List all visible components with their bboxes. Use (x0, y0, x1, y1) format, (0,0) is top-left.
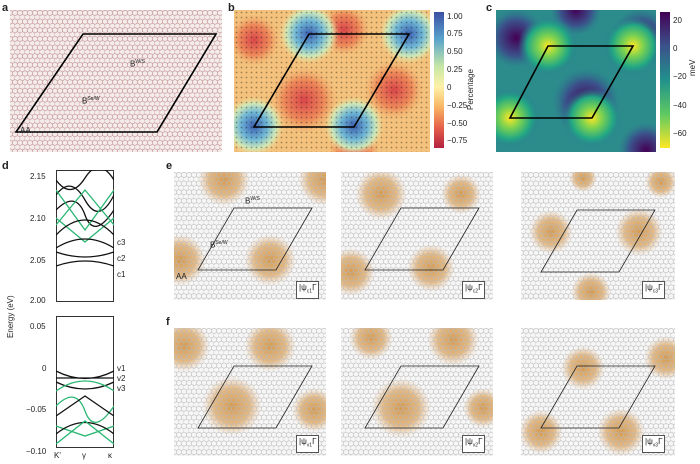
panel-f-label: f (166, 316, 170, 328)
band-label: c2 (117, 254, 126, 263)
colorbar-c-title: meV (688, 59, 697, 76)
band-x-tick: γ (82, 451, 86, 460)
band-y-tick: 2.05 (30, 256, 46, 265)
panel-b-strain-map (234, 10, 430, 152)
panel-b-colorbar (434, 12, 444, 148)
panel-c-colorbar (660, 12, 670, 148)
moire-unit-cell (364, 207, 480, 271)
moire-unit-cell (14, 33, 218, 133)
colorbar-b-tick: 0.75 (447, 29, 463, 38)
band-y-tick: −0.10 (26, 447, 47, 456)
band-label: v1 (117, 364, 126, 373)
moire-unit-cell (364, 365, 480, 429)
colorbar-b-tick: −0.75 (447, 136, 468, 145)
panel-f-v2-map (341, 328, 493, 456)
state-label-c1: |ψc1Γ (296, 281, 320, 299)
site-label-b-sew: BSe/W (82, 96, 100, 106)
panel-e-c2-map (341, 172, 493, 300)
colorbar-c-tick: 0 (673, 44, 678, 53)
colorbar-c-tick: −20 (673, 72, 687, 81)
band-x-tick: κ (108, 451, 112, 460)
band-structure-upper (56, 170, 114, 302)
panel-d-label: d (2, 160, 9, 172)
band-y-tick: 0 (42, 364, 47, 373)
site-label-b-ws: BW/S (130, 59, 145, 69)
site-label-b-ws: BW/S (245, 196, 260, 206)
state-label-v2: |ψv2Γ (462, 435, 486, 453)
panel-a-label: a (2, 2, 9, 14)
colorbar-c-tick: −40 (673, 101, 687, 110)
panel-e-c3-map (521, 172, 675, 300)
band-label: v2 (117, 374, 126, 383)
band-y-tick: 2.10 (30, 214, 46, 223)
band-label: c1 (117, 270, 126, 279)
band-y-tick: −0.05 (26, 405, 47, 414)
moire-unit-cell (197, 207, 313, 271)
band-y-tick: 0.05 (30, 322, 46, 331)
band-y-tick: 2.15 (30, 172, 46, 181)
colorbar-b-tick: 1.00 (447, 12, 463, 21)
colorbar-b-tick: 0.50 (447, 47, 463, 56)
panel-c-potential-map (496, 10, 656, 152)
panel-c-label: c (486, 2, 493, 14)
panel-f-v3-map (521, 328, 675, 456)
band-x-tick: K' (54, 451, 61, 460)
colorbar-b-tick: 0 (447, 83, 452, 92)
moire-unit-cell (540, 365, 656, 429)
colorbar-b-title: Percentage (466, 69, 475, 110)
state-label-c2: |ψc2Γ (462, 281, 486, 299)
state-label-v3: |ψv3Γ (642, 435, 666, 453)
colorbar-b-tick: −0.25 (447, 101, 468, 110)
band-y-axis-label: Energy (eV) (6, 295, 15, 338)
band-y-tick: 2.00 (30, 296, 46, 305)
moire-unit-cell (508, 45, 635, 119)
panel-f-v1-map (174, 328, 326, 456)
moire-unit-cell (252, 33, 411, 128)
moire-unit-cell (197, 365, 313, 429)
colorbar-c-tick: 20 (673, 16, 682, 25)
band-label: v3 (117, 384, 126, 393)
site-label-b-sew: BSe/W (210, 240, 228, 250)
panel-a-moire-lattice (10, 10, 222, 152)
panel-e-label: e (166, 160, 173, 172)
colorbar-b-tick: 0.25 (447, 65, 463, 74)
state-label-c3: |ψc3Γ (642, 281, 666, 299)
site-label-aa: AA (20, 126, 31, 135)
site-label-aa: AA (176, 272, 187, 281)
panel-e-c1-map (174, 172, 326, 300)
band-label: c3 (117, 238, 126, 247)
panel-b-label: b (228, 2, 235, 14)
state-label-v1: |ψv1Γ (296, 435, 320, 453)
colorbar-c-tick: −60 (673, 129, 687, 138)
moire-unit-cell (540, 209, 656, 273)
band-structure-lower (56, 316, 114, 448)
colorbar-b-tick: −0.50 (447, 119, 468, 128)
